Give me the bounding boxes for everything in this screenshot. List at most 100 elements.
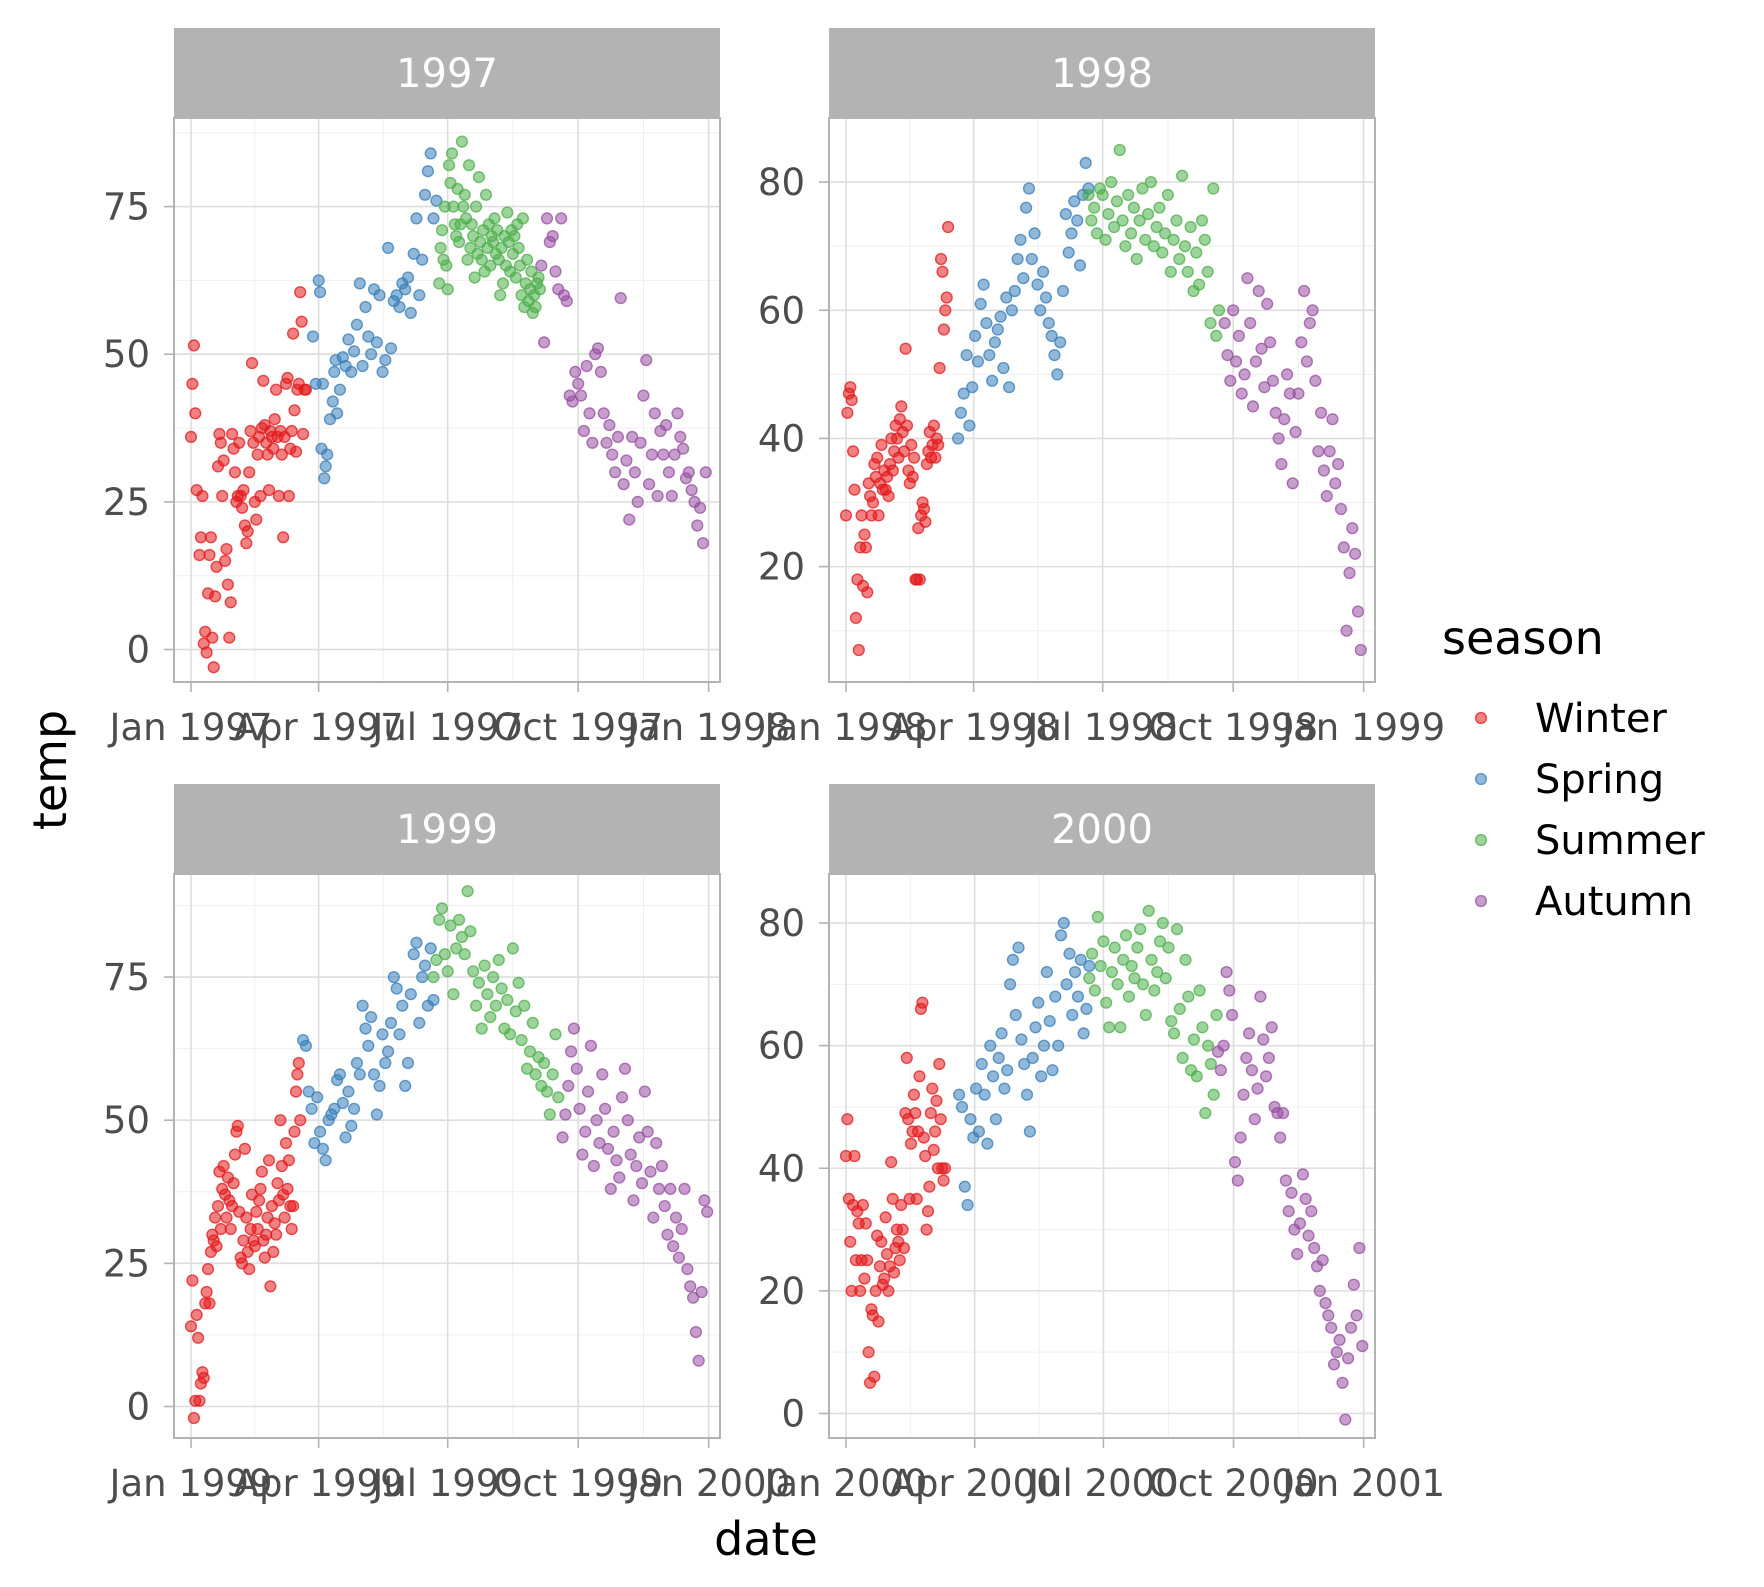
point-spring [376, 1028, 389, 1041]
point-winter [917, 502, 931, 516]
point-spring [401, 271, 415, 284]
legend-label: Summer [1535, 818, 1705, 864]
point-autumn [1320, 490, 1333, 503]
point-summer [1099, 233, 1112, 246]
x-tick-label: Apr 2000 [890, 1462, 1060, 1505]
point-autumn [1308, 1241, 1321, 1255]
point-spring [1034, 304, 1047, 317]
point-spring [1083, 959, 1096, 973]
point-spring [302, 1085, 315, 1098]
point-summer [438, 948, 452, 961]
point-winter [853, 1284, 867, 1298]
point-autumn [1263, 336, 1277, 349]
point-autumn [1228, 1155, 1242, 1169]
point-winter [216, 489, 229, 503]
point-autumn [1330, 1346, 1343, 1359]
point-winter [848, 1149, 861, 1163]
point-winter [928, 1125, 942, 1138]
point-winter [264, 1280, 277, 1293]
point-summer [1173, 252, 1186, 266]
point-winter [262, 1154, 276, 1167]
point-autumn [1354, 643, 1367, 657]
point-summer [1167, 1027, 1181, 1040]
point-summer [1082, 188, 1095, 202]
point-autumn [1245, 1064, 1259, 1077]
point-spring [1001, 1064, 1014, 1077]
point-spring [342, 333, 355, 346]
point-summer [1091, 910, 1104, 924]
point-winter [192, 1331, 205, 1344]
point-autumn [1232, 329, 1246, 343]
point-spring [981, 1137, 994, 1150]
point-summer [434, 241, 447, 255]
x-tick-label: Jul 2000 [1026, 1462, 1179, 1505]
point-winter [278, 1211, 291, 1224]
x-tick-label: Jan 2000 [625, 1462, 790, 1505]
point-spring [1045, 329, 1058, 343]
point-autumn [1241, 272, 1254, 285]
point-summer [453, 913, 466, 926]
point-summer [1119, 929, 1133, 942]
point-autumn [600, 436, 613, 449]
point-autumn [1218, 317, 1231, 330]
point-winter [873, 1260, 887, 1273]
point-spring [1080, 1002, 1093, 1016]
point-summer [444, 919, 457, 932]
point-autumn [1214, 1064, 1227, 1077]
point-autumn [576, 1148, 589, 1161]
point-autumn [1272, 432, 1285, 445]
point-autumn [1351, 605, 1365, 618]
point-summer [494, 289, 507, 302]
point-summer [441, 965, 454, 978]
point-summer [484, 1010, 497, 1024]
point-autumn [1285, 1186, 1298, 1199]
point-autumn [695, 1285, 708, 1299]
point-autumn [1314, 406, 1328, 419]
point-winter [899, 342, 912, 355]
point-summer [1193, 984, 1206, 997]
point-spring [1003, 978, 1017, 991]
point-spring [356, 999, 369, 1012]
point-spring [393, 300, 406, 314]
x-tick-label: Apr 1999 [234, 1462, 404, 1505]
point-summer [1175, 169, 1189, 182]
point-spring [1073, 259, 1087, 272]
point-autumn [675, 1222, 688, 1236]
point-winter [250, 513, 263, 526]
point-winter [224, 1222, 237, 1236]
point-spring [365, 1010, 378, 1024]
point-autumn [1248, 1113, 1261, 1126]
point-winter [243, 1262, 256, 1276]
point-autumn [562, 1079, 575, 1093]
point-winter [924, 1106, 937, 1120]
point-winter [927, 419, 941, 432]
point-spring [1059, 208, 1072, 221]
point-summer [1144, 176, 1158, 189]
point-winter [897, 1241, 911, 1255]
point-summer [1105, 965, 1119, 979]
point-winter [243, 466, 256, 479]
points [839, 143, 1367, 657]
point-summer [1122, 188, 1135, 202]
point-summer [457, 200, 470, 213]
point-autumn [1325, 1321, 1338, 1334]
point-autumn [1303, 317, 1316, 330]
point-spring [1049, 990, 1062, 1003]
point-summer [433, 913, 446, 926]
point-summer [529, 1068, 542, 1081]
point-autumn [1306, 304, 1319, 317]
point-spring [342, 1085, 355, 1098]
point-summer [540, 1085, 554, 1098]
point-summer [1198, 233, 1211, 246]
point-winter [879, 1211, 892, 1224]
point-autumn [590, 1114, 603, 1127]
point-summer [532, 271, 545, 284]
point-spring [308, 1136, 321, 1150]
point-spring [424, 147, 437, 160]
point-summer [1207, 182, 1220, 195]
point-autumn [1331, 458, 1345, 471]
point-winter [267, 442, 280, 455]
point-summer [447, 200, 460, 213]
point-spring [1071, 214, 1084, 227]
